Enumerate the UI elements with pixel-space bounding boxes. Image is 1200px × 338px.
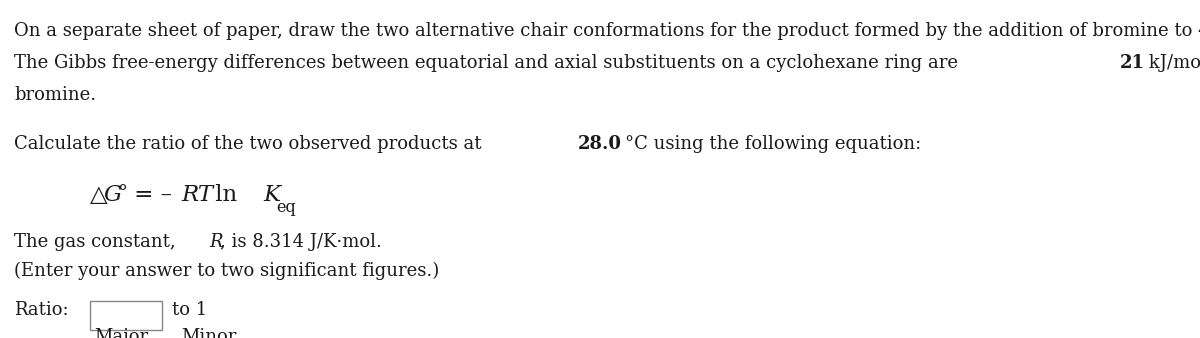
- Text: R: R: [209, 233, 223, 251]
- Text: Major: Major: [94, 328, 148, 338]
- Bar: [90, 301, 162, 330]
- Text: 21: 21: [1120, 54, 1145, 72]
- Text: eq: eq: [276, 199, 296, 216]
- Text: °: °: [118, 184, 127, 203]
- Text: = –: = –: [127, 184, 172, 206]
- Text: Minor: Minor: [181, 328, 236, 338]
- Text: Ratio:: Ratio:: [14, 301, 70, 319]
- Text: The Gibbs free-energy differences between equatorial and axial substituents on a: The Gibbs free-energy differences betwee…: [14, 54, 964, 72]
- Text: Calculate the ratio of the two observed products at: Calculate the ratio of the two observed …: [14, 135, 487, 153]
- Text: G: G: [103, 184, 122, 206]
- Text: to 1: to 1: [172, 301, 208, 319]
- Text: kJ/mol for: kJ/mol for: [1142, 54, 1200, 72]
- Text: , is 8.314 J/K·mol.: , is 8.314 J/K·mol.: [220, 233, 382, 251]
- Text: The gas constant,: The gas constant,: [14, 233, 181, 251]
- Text: ln: ln: [209, 184, 245, 206]
- Text: bromine.: bromine.: [14, 86, 96, 104]
- Text: △: △: [90, 184, 108, 206]
- Text: RT: RT: [181, 184, 214, 206]
- Text: K: K: [263, 184, 281, 206]
- Text: 28.0: 28.0: [577, 135, 622, 153]
- Text: °C using the following equation:: °C using the following equation:: [625, 135, 920, 153]
- Text: (Enter your answer to two significant figures.): (Enter your answer to two significant fi…: [14, 262, 439, 280]
- Text: On a separate sheet of paper, draw the two alternative chair conformations for t: On a separate sheet of paper, draw the t…: [14, 22, 1200, 40]
